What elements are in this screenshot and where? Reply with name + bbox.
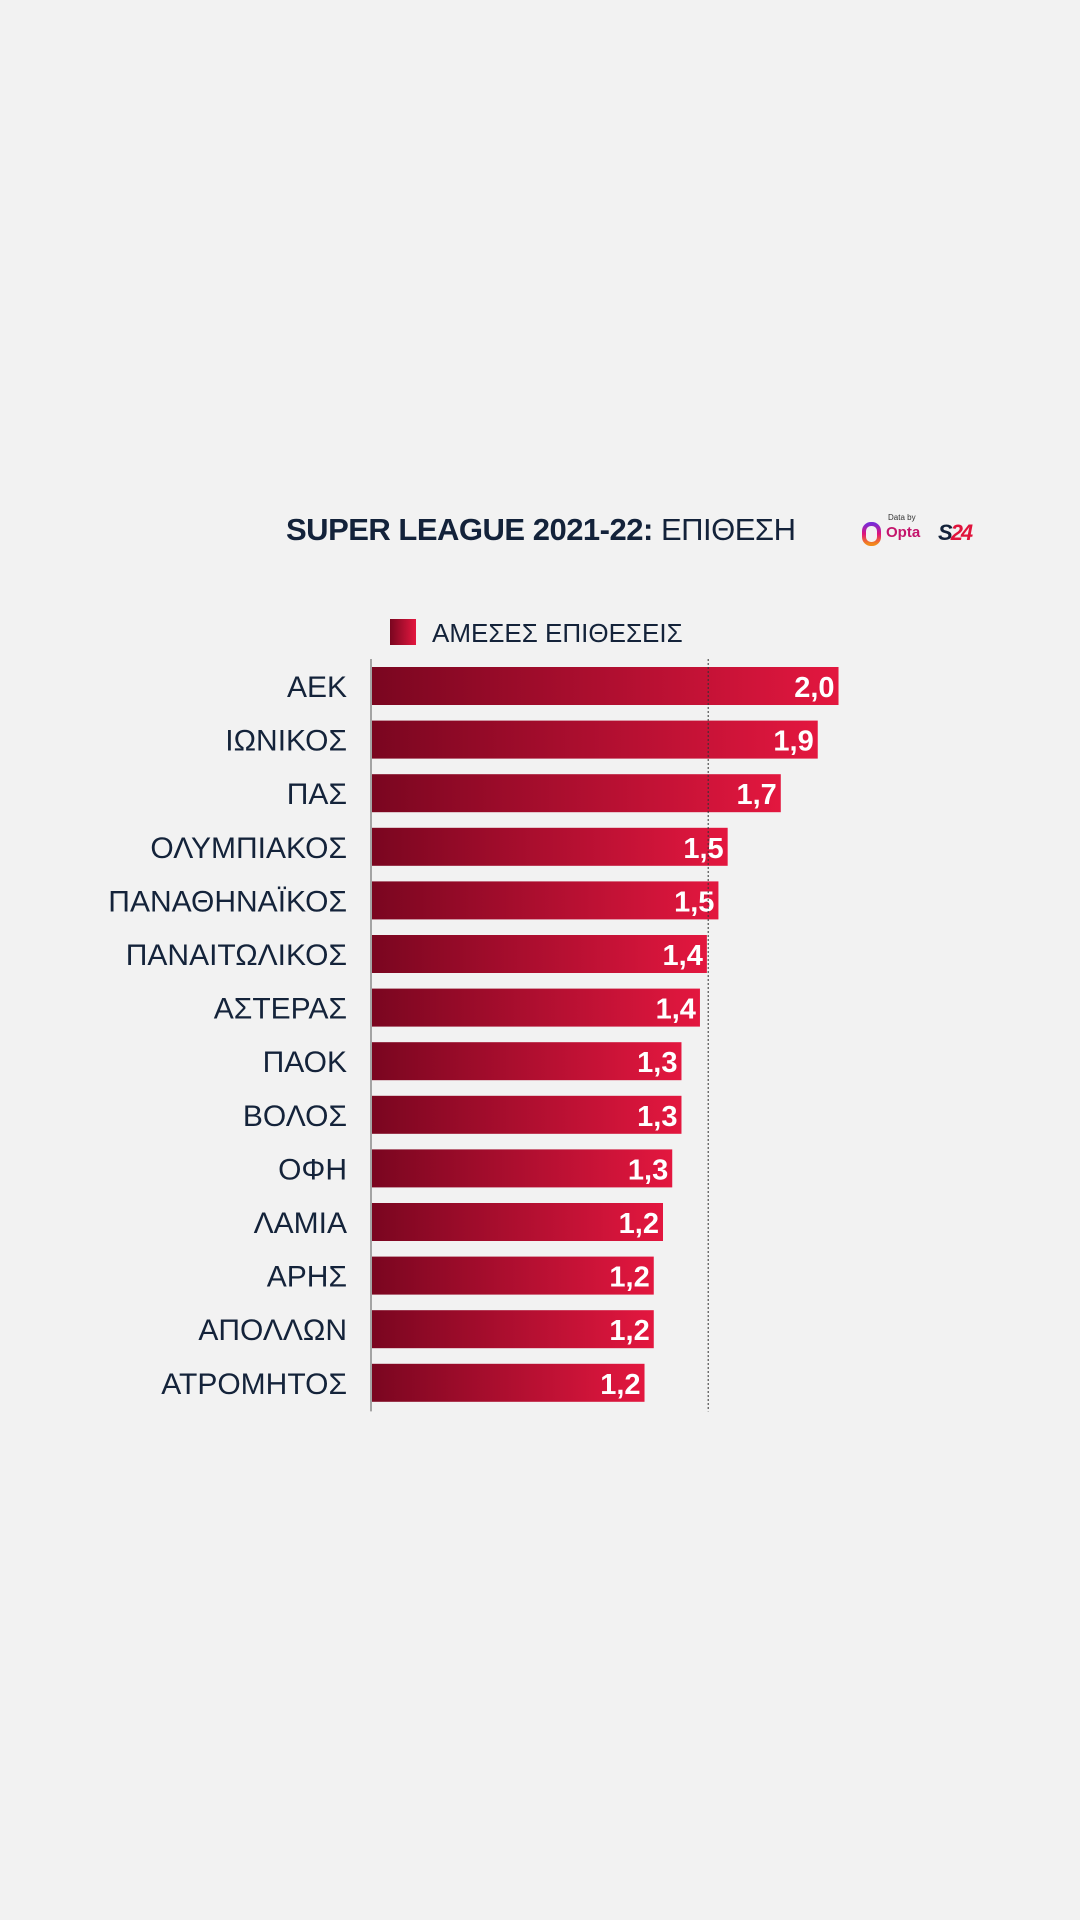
value-label: 2,0 [794,672,834,704]
category-label: ΑΕΚ [287,671,347,704]
category-label: ΠΑΣ [287,778,347,811]
bar [372,1310,654,1349]
bar [372,935,707,973]
value-label: 1,3 [637,1047,677,1079]
value-label: 1,3 [628,1154,668,1186]
chart-title: SUPER LEAGUE 2021-22: ΕΠΙΘΕΣΗ [286,512,796,548]
bar [372,1095,682,1134]
category-label: ΟΛΥΜΠΙΑΚΟΣ [150,832,347,865]
opta-wordmark: Opta [886,524,921,541]
legend-swatch [390,619,416,645]
bar [372,720,818,759]
value-label: 1,7 [736,779,776,811]
opta-logo-icon [862,522,881,546]
category-label: ΟΦΗ [278,1153,347,1186]
bar [372,827,728,866]
category-label: ΑΠΟΛΛΩΝ [198,1314,347,1347]
bar [372,1149,673,1188]
category-label: ΑΣΤΕΡΑΣ [214,993,347,1026]
bars-group: ΑΕΚ 2,0 ΙΩΝΙΚΟΣ 1,9 ΠΑΣ 1,7 ΟΛΥΜΠΙΑΚΟΣ 1,5 ΠΑΝΑΘ… [108,659,839,1412]
value-label: 1,2 [609,1262,649,1294]
value-label: 1,2 [600,1369,640,1401]
bar [372,1042,682,1081]
s24-letter: S [938,520,953,545]
value-label: 1,9 [773,726,813,758]
opta-caption: Data by [888,513,916,522]
category-label: ΑΡΗΣ [267,1261,347,1294]
title-bold: SUPER LEAGUE 2021-22: [286,512,653,547]
bar [372,988,700,1027]
category-label: ΠΑΝΑΙΤΩΛΙΚΟΣ [126,939,347,972]
category-label: ΙΩΝΙΚΟΣ [225,725,347,758]
category-label: ΠΑΝΑΘΗΝΑΪΚΟΣ [108,885,347,918]
category-label: ΛΑΜΙΑ [254,1207,347,1240]
category-label: ΠΑΟΚ [263,1046,347,1079]
bar [372,774,781,813]
value-label: 1,5 [683,833,723,865]
value-label: 1,4 [656,994,696,1026]
logos: Data by Opta S24 [858,512,988,548]
title-light: ΕΠΙΘΕΣΗ [660,512,796,547]
bar [372,1203,663,1241]
value-label: 1,2 [619,1208,659,1240]
bar [372,1363,645,1402]
category-label: ΒΟΛΟΣ [243,1100,347,1133]
legend-label: ΑΜΕΣΕΣ ΕΠΙΘΕΣΕΙΣ [432,618,683,648]
category-label: ΑΤΡΟΜΗΤΟΣ [161,1368,347,1401]
value-label: 1,4 [663,940,703,972]
bar [372,1256,654,1295]
value-label: 1,2 [609,1315,649,1347]
bar [372,667,839,705]
value-label: 1,3 [637,1101,677,1133]
s24-number: 24 [950,520,974,545]
bar [372,881,719,920]
s24-logo: S24 [938,520,974,546]
